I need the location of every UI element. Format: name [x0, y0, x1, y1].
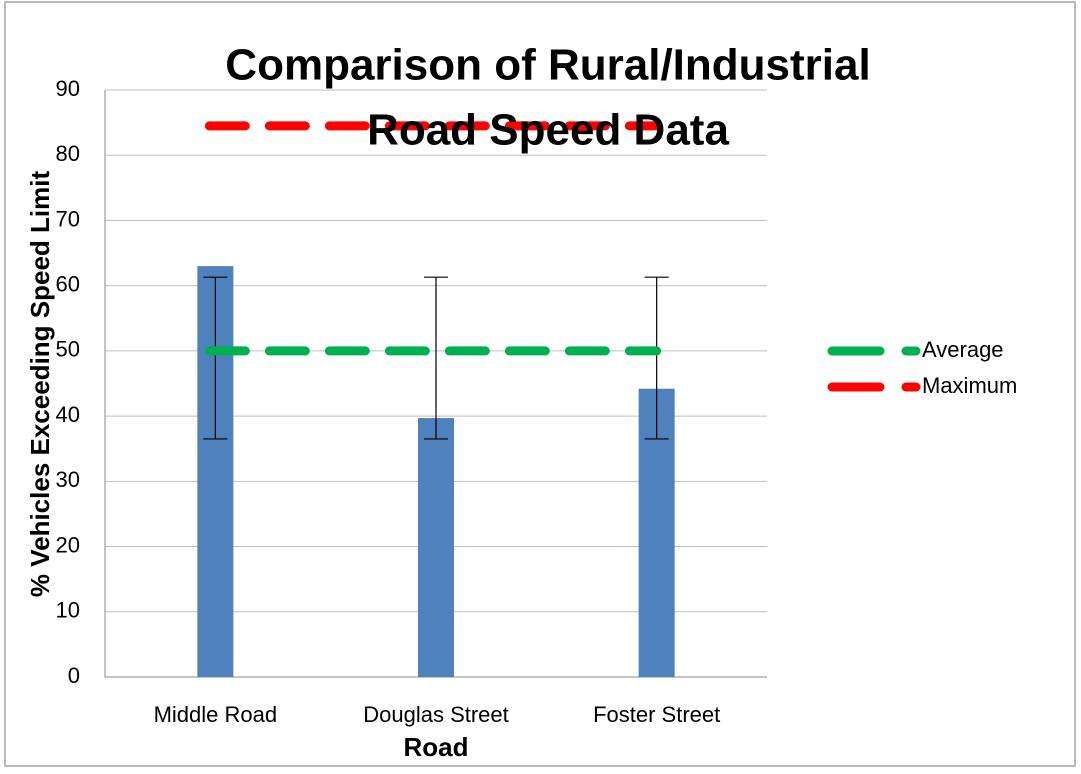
y-tick-label: 30: [56, 467, 80, 492]
y-tick-label: 80: [56, 141, 80, 166]
y-axis-title: % Vehicles Exceeding Speed Limit: [25, 171, 55, 598]
legend-label: Average: [922, 337, 1004, 362]
y-tick-label: 60: [56, 271, 80, 296]
chart-title: Road Speed Data: [367, 106, 729, 155]
y-tick-label: 40: [56, 402, 80, 427]
x-axis-title: Road: [404, 732, 469, 762]
y-tick-label: 70: [56, 206, 80, 231]
y-tick-label: 0: [68, 663, 80, 688]
x-tick-label: Douglas Street: [363, 702, 509, 727]
legend-label: Maximum: [922, 373, 1017, 398]
x-tick-label: Middle Road: [154, 702, 278, 727]
y-tick-label: 50: [56, 337, 80, 362]
bar: [418, 418, 454, 677]
y-tick-label: 20: [56, 532, 80, 557]
x-tick-label: Foster Street: [593, 702, 720, 727]
chart-title: Comparison of Rural/Industrial: [225, 41, 870, 90]
y-tick-label: 90: [56, 76, 80, 101]
y-tick-label: 10: [56, 598, 80, 623]
